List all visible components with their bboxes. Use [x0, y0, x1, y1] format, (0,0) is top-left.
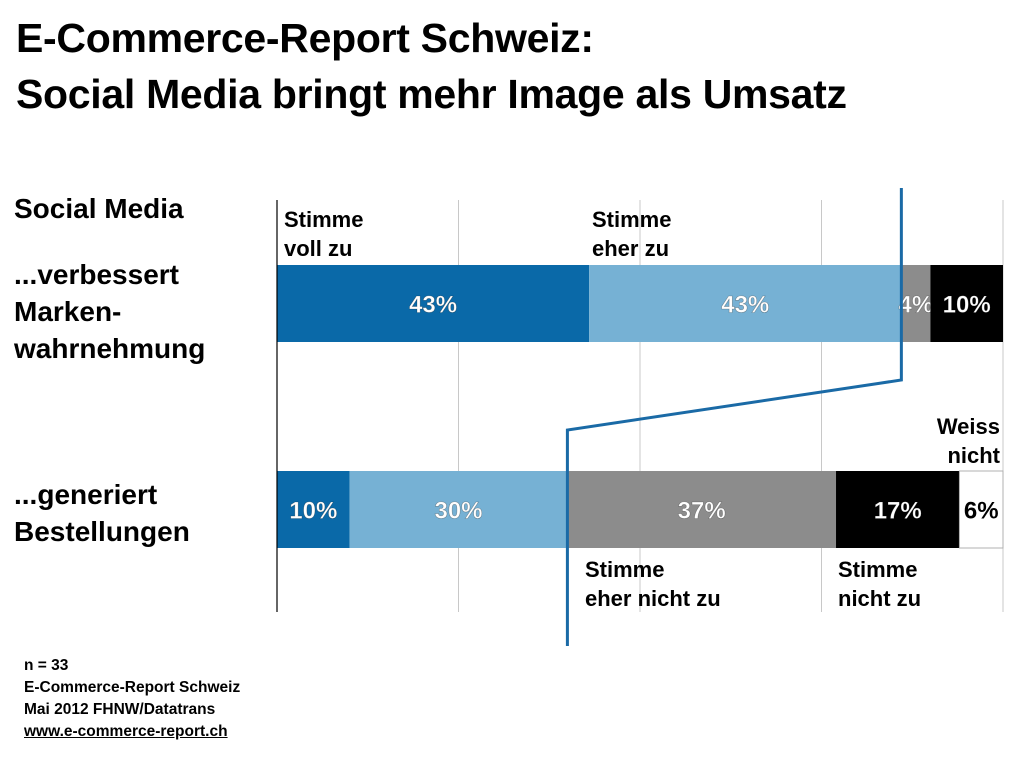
- data-label-1-4: 6%: [964, 498, 999, 525]
- footer-link[interactable]: www.e-commerce-report.ch: [24, 723, 228, 740]
- bar-segment-1-0: [277, 471, 350, 548]
- legend-label-stimme-nicht-zu: Stimme nicht zu: [838, 557, 922, 611]
- data-label-1-2: 37%: [678, 498, 726, 525]
- data-label-0-1: 43%: [721, 292, 769, 319]
- legend-label-weiss-nicht: Weiss nicht: [936, 414, 1000, 468]
- chart-heading: Social Media: [14, 193, 184, 224]
- footer-report-name: E-Commerce-Report Schweiz: [24, 679, 241, 696]
- page-title: E-Commerce-Report Schweiz: Social Media …: [16, 10, 847, 122]
- data-label-0-2: 4%: [899, 292, 934, 319]
- data-label-1-0: 10%: [289, 498, 337, 525]
- footer-date: Mai 2012 FHNW/Datatrans: [24, 701, 216, 718]
- row-label-bestellungen: ...generiert Bestellungen: [14, 479, 190, 547]
- bar-segment-0-3: [930, 265, 1003, 342]
- data-label-0-0: 43%: [409, 292, 457, 319]
- bar-segment-0-1: [589, 265, 902, 342]
- title-line-2: Social Media bringt mehr Image als Umsat…: [16, 71, 847, 117]
- agreement-divider-line: [565, 188, 903, 646]
- data-label-1-3: 17%: [874, 498, 922, 525]
- bar-segment-1-2: [567, 471, 837, 548]
- bar-segment-0-0: [277, 265, 590, 342]
- title-line-1: E-Commerce-Report Schweiz:: [16, 15, 594, 61]
- row-label-markenwahrnehmung: ...verbessert Marken- wahrnehmung: [14, 259, 206, 364]
- bar-segment-1-4: [958, 470, 1004, 549]
- footer-source: n = 33 E-Commerce-Report Schweiz Mai 201…: [24, 655, 240, 743]
- bar-segment-0-2: [901, 265, 931, 342]
- bar-segment-1-1: [349, 471, 568, 548]
- legend-label-stimme-voll-zu: Stimme voll zu: [284, 207, 364, 261]
- legend-label-stimme-eher-nicht-zu: Stimme eher nicht zu: [585, 557, 721, 611]
- data-label-1-1: 30%: [434, 498, 482, 525]
- bar-segment-1-3: [836, 471, 960, 548]
- data-label-0-3: 10%: [943, 292, 991, 319]
- legend-label-stimme-eher-zu: Stimme eher zu: [592, 207, 672, 261]
- footer-sample-size: n = 33: [24, 657, 69, 674]
